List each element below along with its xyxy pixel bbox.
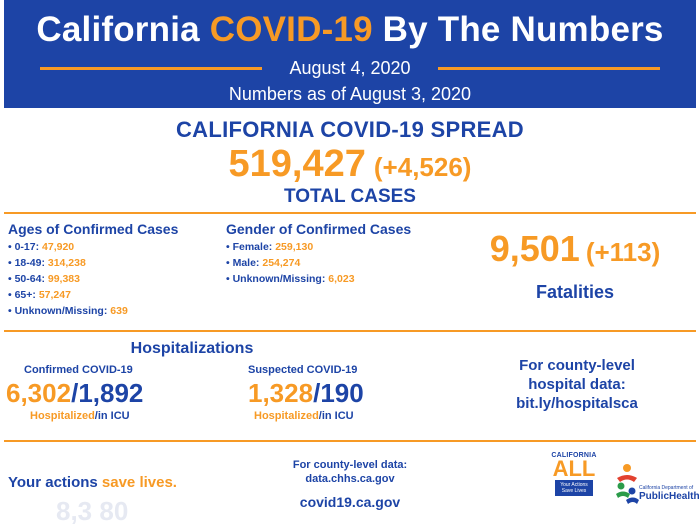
- age-label: • 65+:: [8, 289, 39, 301]
- fatalities-delta: (+113): [585, 237, 661, 267]
- confirmed-counts: 6,302/1,892: [6, 378, 143, 409]
- ca-all-top-text: CALIFORNIA: [551, 452, 597, 459]
- divider-middle: [4, 330, 696, 332]
- gender-value: 6,023: [328, 273, 355, 285]
- total-cases-delta: (+4,526): [373, 152, 472, 182]
- confirmed-hospitalized: 6,302: [6, 378, 72, 408]
- list-item: • Unknown/Missing: 639: [8, 303, 178, 319]
- slogan-prefix: Your actions: [8, 474, 102, 491]
- age-value: 639: [110, 305, 128, 317]
- list-item: • 65+: 57,247: [8, 287, 178, 303]
- confirmed-cap-icu: /in ICU: [94, 410, 130, 422]
- county-hospital-line1: For county-level: [519, 357, 635, 374]
- county-hospital-link[interactable]: bit.ly/hospitalsca: [516, 395, 638, 412]
- confirmed-label: Confirmed COVID-19: [24, 364, 133, 376]
- title-accent: COVID-19: [209, 10, 373, 49]
- gender-value: 259,130: [275, 241, 314, 253]
- suspected-counts: 1,328/190: [248, 378, 364, 409]
- as-of-date: Numbers as of August 3, 2020: [228, 84, 472, 104]
- suspected-label: Suspected COVID-19: [248, 364, 358, 376]
- total-cases-row: 519,427 (+4,526): [0, 143, 700, 186]
- hospitalizations-title: Hospitalizations: [130, 340, 254, 357]
- ca-all-box-text: Your Actions Save Lives: [555, 480, 593, 496]
- gender-label: • Male:: [226, 257, 263, 269]
- footer-links: For county-level data: data.chhs.ca.gov …: [270, 458, 430, 510]
- gender-title: Gender of Confirmed Cases: [226, 221, 412, 237]
- fatalities-label: Fatalities: [535, 282, 615, 302]
- right-divider: [438, 67, 660, 70]
- gender-value: 254,274: [262, 257, 301, 269]
- age-value: 57,247: [38, 289, 71, 301]
- gender-list: • Female: 259,130 • Male: 254,274 • Unkn…: [226, 239, 411, 287]
- page-title: California COVID-19 By The Numbers: [4, 10, 696, 50]
- age-value: 99,383: [47, 273, 80, 285]
- ages-title: Ages of Confirmed Cases: [8, 221, 179, 237]
- county-hospital-line2: hospital data:: [528, 376, 626, 393]
- cdph-main-text: PublicHealth: [639, 491, 700, 502]
- confirmed-cap-hosp: Hospitalized: [30, 410, 95, 422]
- age-label: • 18-49:: [8, 257, 48, 269]
- cdph-logo: California Department of PublicHealth: [614, 458, 700, 514]
- fatalities-count: 9,501: [489, 228, 580, 269]
- list-item: • 18-49: 314,238: [8, 255, 178, 271]
- people-icon: [616, 464, 639, 504]
- confirmed-separator: /: [71, 378, 79, 408]
- ca-all-main-text: ALL: [552, 456, 596, 481]
- spread-title: CALIFORNIA COVID-19 SPREAD: [175, 117, 524, 142]
- gender-section: Gender of Confirmed Cases • Female: 259,…: [226, 221, 411, 287]
- list-item: • 0-17: 47,920: [8, 239, 178, 255]
- left-divider: [40, 67, 262, 70]
- suspected-cap-hosp: Hospitalized: [254, 410, 319, 422]
- divider-top: [4, 212, 696, 214]
- report-date: August 4, 2020: [289, 58, 411, 78]
- date-row: August 4, 2020: [4, 56, 696, 80]
- list-item: • 50-64: 99,383: [8, 271, 178, 287]
- ages-section: Ages of Confirmed Cases • 0-17: 47,920 •…: [8, 221, 178, 319]
- confirmed-caption: Hospitalized/in ICU: [30, 410, 130, 422]
- suspected-cap-icu: /in ICU: [318, 410, 354, 422]
- confirmed-icu: 1,892: [78, 378, 144, 408]
- county-data-link[interactable]: data.chhs.ca.gov: [305, 473, 395, 485]
- list-item: • Female: 259,130: [226, 239, 411, 255]
- list-item: • Male: 254,274: [226, 255, 411, 271]
- suspected-icu: 190: [320, 378, 364, 408]
- title-part1: California: [36, 10, 210, 49]
- gender-label: • Female:: [226, 241, 276, 253]
- age-value: 314,238: [47, 257, 86, 269]
- county-hospital-info: For county-level hospital data: bit.ly/h…: [494, 356, 660, 413]
- total-cases-label: TOTAL CASES: [284, 186, 416, 207]
- gender-label: • Unknown/Missing:: [226, 273, 329, 285]
- suspected-hospitalized: 1,328: [248, 378, 314, 408]
- ages-list: • 0-17: 47,920 • 18-49: 314,238 • 50-64:…: [8, 239, 178, 319]
- age-label: • Unknown/Missing:: [8, 305, 111, 317]
- fatalities-count-row: 9,501 (+113): [480, 228, 670, 270]
- suspected-separator: /: [313, 378, 321, 408]
- total-cases-count: 519,427: [228, 143, 366, 185]
- list-item: • Unknown/Missing: 6,023: [226, 271, 411, 287]
- cdph-dept-text: California Department of: [639, 485, 694, 491]
- age-label: • 50-64:: [8, 273, 48, 285]
- age-value: 47,920: [42, 241, 75, 253]
- site-link[interactable]: covid19.ca.gov: [299, 494, 401, 510]
- divider-bottom: [4, 440, 696, 442]
- title-part2: By The Numbers: [372, 10, 664, 49]
- faded-background-text: 8,3 80: [56, 496, 129, 526]
- california-all-logo: CALIFORNIA ALL Your Actions Save Lives: [549, 452, 599, 512]
- suspected-caption: Hospitalized/in ICU: [254, 410, 354, 422]
- footer-slogan: Your actions save lives.: [8, 474, 177, 491]
- age-label: • 0-17:: [8, 241, 43, 253]
- slogan-accent: save lives.: [101, 474, 177, 491]
- county-data-label: For county-level data:: [292, 459, 408, 471]
- header-banner: California COVID-19 By The Numbers Augus…: [4, 0, 696, 108]
